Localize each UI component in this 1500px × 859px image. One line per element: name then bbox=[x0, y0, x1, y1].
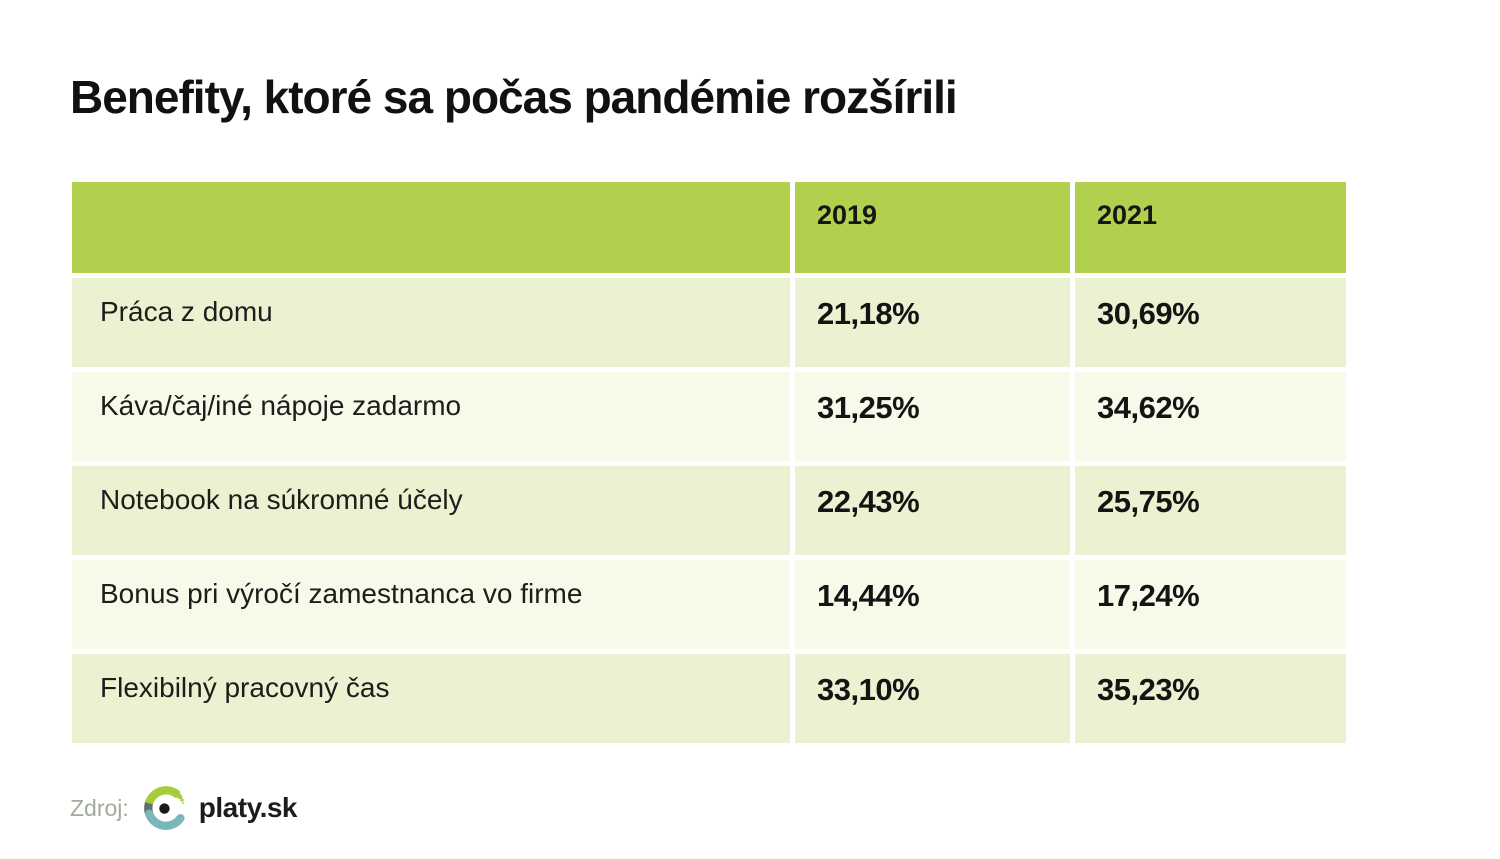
value-2021: 25,75% bbox=[1075, 466, 1346, 555]
benefit-label: Notebook na súkromné účely bbox=[72, 466, 790, 555]
table-header-2019: 2019 bbox=[795, 182, 1070, 273]
value-2019: 21,18% bbox=[795, 278, 1070, 367]
table-header-2021: 2021 bbox=[1075, 182, 1346, 273]
value-2021: 35,23% bbox=[1075, 654, 1346, 743]
brand-name: platy.sk bbox=[198, 792, 298, 823]
value-2021: 30,69% bbox=[1075, 278, 1346, 367]
platy-logo-icon bbox=[139, 781, 193, 835]
value-2019: 22,43% bbox=[795, 466, 1070, 555]
benefit-label: Bonus pri výročí zamestnanca vo firme bbox=[72, 560, 790, 649]
value-2019: 14,44% bbox=[795, 560, 1070, 649]
value-2019: 33,10% bbox=[795, 654, 1070, 743]
table-header-benefit bbox=[72, 182, 790, 273]
value-2021: 34,62% bbox=[1075, 372, 1346, 461]
source-footer: Zdroj: platy.sk bbox=[70, 780, 298, 836]
benefit-label: Káva/čaj/iné nápoje zadarmo bbox=[72, 372, 790, 461]
benefit-label: Flexibilný pracovný čas bbox=[72, 654, 790, 743]
benefits-table: 2019 2021 Práca z domu 21,18% 30,69% Káva/č… bbox=[72, 182, 1346, 743]
value-2021: 17,24% bbox=[1075, 560, 1346, 649]
page-title: Benefity, ktoré sa počas pandémie rozšír… bbox=[70, 71, 958, 123]
value-2019: 31,25% bbox=[795, 372, 1070, 461]
benefit-label: Práca z domu bbox=[72, 278, 790, 367]
source-label: Zdroj: bbox=[70, 794, 129, 821]
